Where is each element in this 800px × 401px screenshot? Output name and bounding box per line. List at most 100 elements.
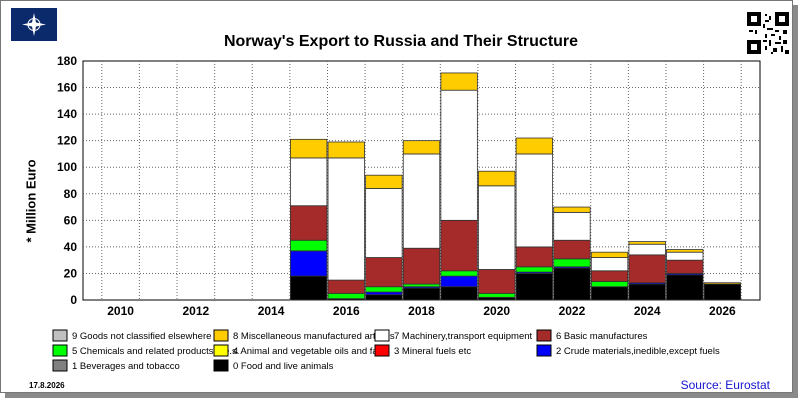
y-tick-label: 120 — [57, 134, 77, 148]
y-tick-label: 140 — [57, 107, 77, 121]
bar-segment — [290, 250, 328, 277]
bar-segment — [703, 282, 742, 285]
x-tick-label: 2014 — [258, 304, 285, 318]
bar-segment — [402, 287, 441, 301]
bar-segment — [365, 294, 403, 301]
legend-swatch — [536, 344, 552, 357]
bar-segment — [327, 157, 365, 281]
bar-segment — [515, 153, 553, 248]
bar-segment — [290, 157, 328, 207]
bar-segment — [515, 246, 553, 268]
bar-segment — [553, 211, 591, 241]
bar-segment — [628, 241, 666, 245]
bar-segment — [590, 251, 629, 258]
legend-label: 8 Miscellaneous manufactured articles — [233, 331, 395, 342]
y-tick-label: 100 — [57, 160, 77, 174]
legend-label: 2 Crude materials,inedible,except fuels — [556, 346, 720, 357]
x-tick-label: 2010 — [107, 304, 134, 318]
bar-segment — [365, 174, 403, 189]
bar-segment — [590, 270, 629, 282]
bar-segment — [553, 206, 591, 213]
bar-segment — [515, 137, 553, 155]
bar-segment — [666, 259, 704, 274]
bar-segment — [666, 249, 704, 253]
legend-swatch — [213, 329, 229, 342]
nato-flag-icon — [11, 8, 57, 41]
bar-segment — [327, 292, 365, 300]
bar-segment — [290, 239, 328, 252]
bar-segment — [440, 286, 478, 301]
bar-segment — [365, 257, 403, 288]
legend-label: 3 Mineral fuels etc — [394, 346, 471, 357]
bar-segment — [590, 281, 629, 288]
bar-segment — [553, 267, 591, 301]
bar-segment — [478, 292, 516, 298]
bar-segment — [590, 257, 629, 272]
bar-segment — [628, 283, 666, 301]
source-note: Source: Eurostat — [680, 378, 770, 392]
x-tick-label: 2020 — [483, 304, 510, 318]
legend-label: 1 Beverages and tobacco — [72, 361, 180, 372]
x-tick-label: 2022 — [559, 304, 586, 318]
y-tick-label: 0 — [70, 293, 77, 307]
legend-label: 0 Food and live animals — [233, 361, 334, 372]
date-stamp: 17.8.2026 — [29, 381, 65, 390]
bar-segment — [478, 170, 516, 187]
bar-segment — [628, 254, 666, 284]
bar-segment — [440, 219, 478, 272]
legend-swatch — [374, 344, 390, 357]
bar-segment — [703, 283, 742, 301]
legend-swatch — [374, 329, 390, 342]
bar-segment — [440, 275, 478, 288]
legend-swatch — [536, 329, 552, 342]
bar-segment — [440, 89, 478, 221]
x-tick-label: 2018 — [408, 304, 435, 318]
bar-segment — [666, 251, 704, 261]
legend-swatch — [213, 359, 229, 372]
y-tick-label: 180 — [57, 54, 77, 68]
bar-segment — [553, 258, 591, 268]
legend-label: 9 Goods not classified elsewhere — [72, 331, 211, 342]
bar-segment — [515, 273, 553, 301]
chart-frame: Norway's Export to Russia and Their Stru… — [0, 0, 793, 393]
bar-segment — [402, 247, 441, 285]
bar-segment — [327, 141, 365, 159]
chart-title: Norway's Export to Russia and Their Stru… — [223, 33, 579, 50]
y-tick-label: 20 — [64, 266, 78, 280]
bar-segment — [365, 188, 403, 258]
bar-segment — [440, 270, 478, 277]
bar-segment — [666, 274, 704, 301]
bar-segment — [515, 266, 553, 273]
legend-label: 7 Machinery,transport equipment — [394, 331, 533, 342]
bar-segment — [440, 72, 478, 91]
y-tick-label: 60 — [64, 213, 78, 227]
legend-label: 5 Chemicals and related products,n.e.s. — [72, 346, 239, 357]
y-tick-label: 160 — [57, 81, 77, 95]
y-tick-label: 40 — [64, 240, 78, 254]
bar-segment — [590, 286, 629, 301]
x-tick-label: 2012 — [182, 304, 209, 318]
y-tick-label: 80 — [64, 187, 78, 201]
legend-swatch — [52, 344, 68, 357]
legend-label: 6 Basic manufactures — [556, 331, 648, 342]
bar-segment — [553, 239, 591, 260]
bar-segment — [290, 275, 328, 301]
qr-code-icon — [747, 12, 789, 54]
bar-segment — [402, 140, 441, 155]
x-tick-label: 2016 — [333, 304, 360, 318]
legend-swatch — [52, 329, 68, 342]
bar-segment — [478, 269, 516, 294]
legend-swatch — [213, 344, 229, 357]
legend-swatch — [52, 359, 68, 372]
legend-label: 4 Animal and vegetable oils and fats — [233, 346, 385, 357]
bar-segment — [478, 185, 516, 270]
bar-segment — [365, 286, 403, 293]
bar-segment — [290, 138, 328, 159]
x-tick-label: 2026 — [709, 304, 736, 318]
bar-segment — [628, 243, 666, 256]
bar-segment — [402, 153, 441, 249]
x-tick-label: 2024 — [634, 304, 661, 318]
bar-segment — [327, 279, 365, 294]
bar-segment — [290, 205, 328, 241]
